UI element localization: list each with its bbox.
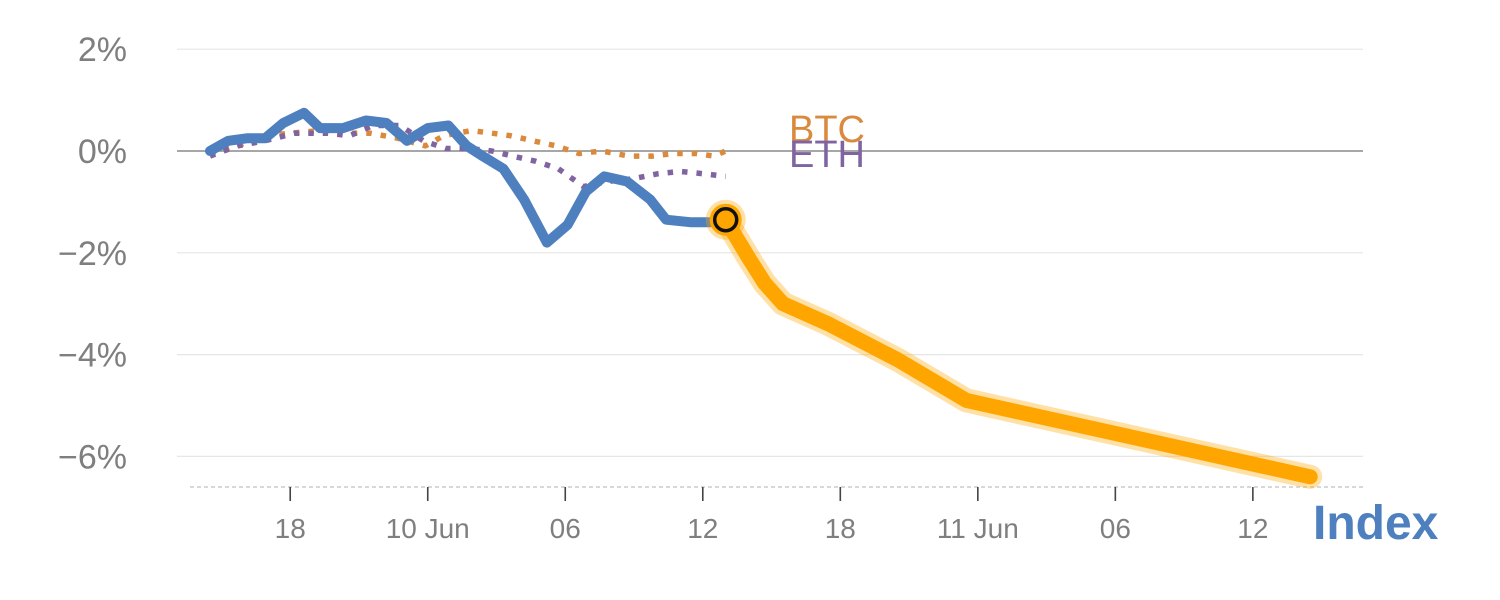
- y-tick-label: −4%: [58, 337, 127, 375]
- index-line: [205, 107, 731, 248]
- y-tick-label: −2%: [58, 235, 127, 273]
- forecast-line: [718, 212, 1318, 485]
- y-axis: 2% 0% −2% −4% −6%: [58, 31, 127, 476]
- x-tick-label: 12: [1237, 513, 1268, 544]
- btc-label: BTC: [789, 109, 865, 151]
- series-group: [205, 107, 1323, 489]
- eth-label: ETH: [789, 134, 865, 176]
- x-tick-label: 11 Jun: [937, 513, 1019, 544]
- marker-dot: [712, 206, 739, 233]
- x-tick-label: 10 Jun: [386, 513, 470, 544]
- y-tick-label: 2%: [78, 31, 127, 69]
- x-axis: 18 10 Jun 06 12 18 11 Jun 06 12: [190, 486, 1365, 544]
- x-tick-label: 18: [275, 513, 306, 544]
- x-tick-label: 06: [1100, 513, 1131, 544]
- forecast-halo: [713, 207, 1323, 489]
- x-tick-label: 12: [687, 513, 718, 544]
- y-tick-label: −6%: [58, 438, 127, 476]
- index-title: Index: [1313, 497, 1439, 550]
- grid: [177, 48, 1363, 457]
- marker-group: [705, 199, 746, 240]
- x-tick-label: 18: [825, 513, 856, 544]
- eth-line: [209, 122, 727, 190]
- y-tick-label: 0%: [78, 133, 127, 171]
- x-tick-label: 06: [550, 513, 581, 544]
